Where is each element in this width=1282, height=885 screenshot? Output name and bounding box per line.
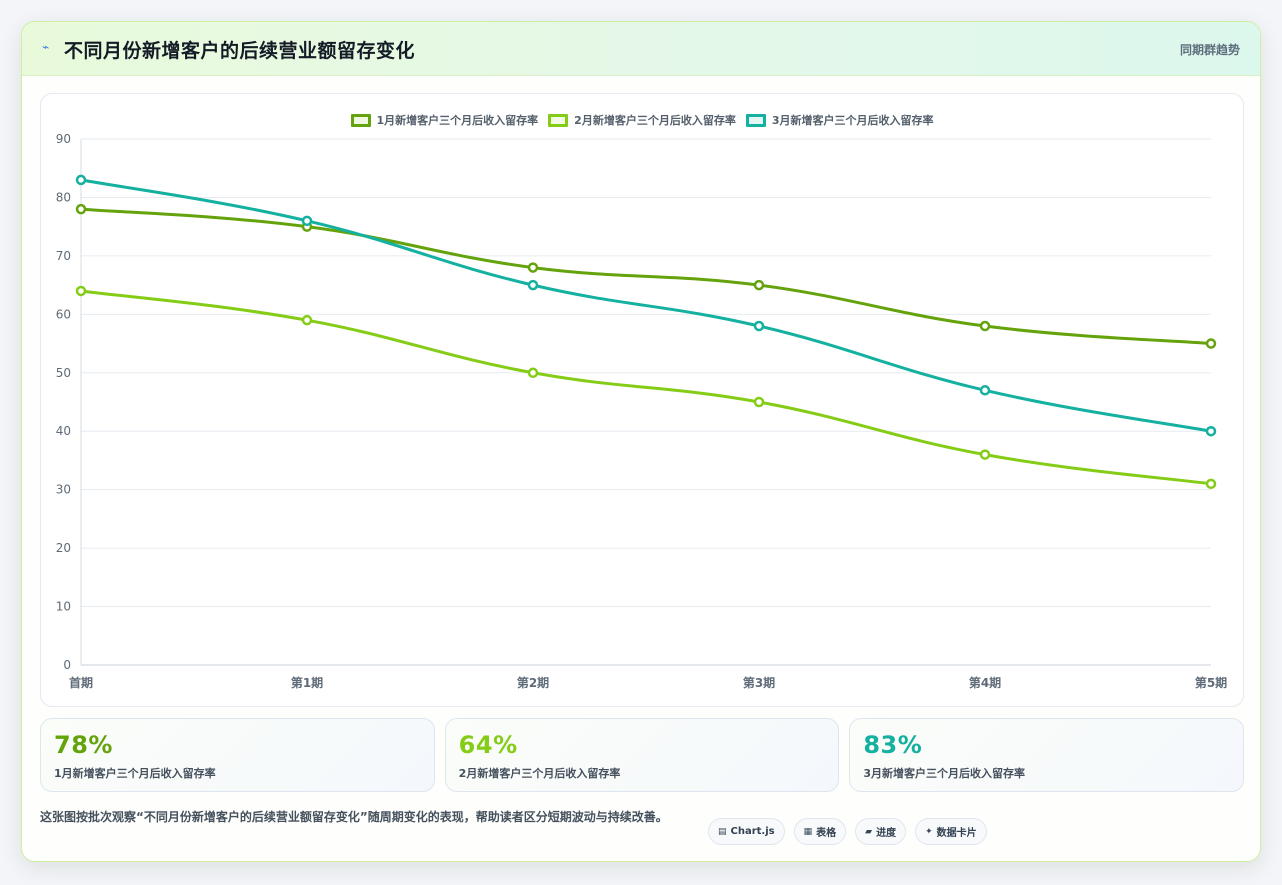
x-tick-label: 第5期 — [1195, 675, 1227, 690]
stat-cards: 78% 1月新增客户三个月后收入留存率 64% 2月新增客户三个月后收入留存率 … — [40, 718, 1244, 792]
tag-progress[interactable]: ▰ 进度 — [855, 818, 906, 845]
data-point — [1207, 480, 1215, 488]
legend-swatch — [351, 114, 371, 127]
y-tick-label: 0 — [63, 658, 71, 672]
sparkle-icon: ✦ — [925, 827, 933, 837]
y-tick-label: 50 — [56, 366, 71, 380]
header-subtitle: 同期群趋势 — [1180, 41, 1240, 58]
chart-card: ⌁ 不同月份新增客户的后续营业额留存变化 同期群趋势 0 10 20 30 40 50 60… — [21, 21, 1261, 862]
legend-label: 1月新增客户三个月后收入留存率 — [377, 112, 539, 128]
legend-label: 2月新增客户三个月后收入留存率 — [574, 112, 736, 128]
stat-card-3: 83% 3月新增客户三个月后收入留存率 — [849, 718, 1244, 792]
y-tick-label: 60 — [56, 307, 71, 321]
tag-data-cards[interactable]: ✦ 数据卡片 — [915, 818, 987, 845]
tag-label: Chart.js — [731, 826, 775, 837]
legend-item-series-1[interactable]: 1月新增客户三个月后收入留存率 — [351, 112, 539, 128]
data-point — [755, 281, 763, 289]
data-point — [1207, 340, 1215, 348]
card-header: ⌁ 不同月份新增客户的后续营业额留存变化 同期群趋势 — [22, 22, 1260, 76]
data-point — [77, 205, 85, 213]
series-line-1 — [81, 209, 1211, 343]
x-tick-label: 第2期 — [517, 675, 549, 690]
tag-list: ▤ Chart.js ▦ 表格 ▰ 进度 ✦ 数据卡片 — [708, 818, 987, 845]
stat-label: 3月新增客户三个月后收入留存率 — [863, 765, 1025, 781]
page-title: 不同月份新增客户的后续营业额留存变化 — [64, 36, 415, 63]
legend-item-series-2[interactable]: 2月新增客户三个月后收入留存率 — [548, 112, 736, 128]
data-point — [755, 322, 763, 330]
data-point — [755, 398, 763, 406]
x-tick-label: 第1期 — [291, 675, 323, 690]
stat-label: 1月新增客户三个月后收入留存率 — [54, 765, 216, 781]
data-point — [77, 287, 85, 295]
x-tick-label: 第3期 — [743, 675, 775, 690]
y-tick-label: 20 — [56, 541, 71, 555]
y-tick-label: 30 — [56, 483, 71, 497]
series-line-3 — [81, 180, 1211, 431]
y-tick-label: 80 — [56, 190, 71, 204]
y-tick-label: 10 — [56, 600, 71, 614]
series-line-2 — [81, 291, 1211, 484]
legend-label: 3月新增客户三个月后收入留存率 — [772, 112, 934, 128]
data-point — [303, 217, 311, 225]
tag-label: 进度 — [876, 824, 896, 839]
stat-card-1: 78% 1月新增客户三个月后收入留存率 — [40, 718, 435, 792]
stat-value: 78% — [54, 731, 113, 759]
stat-card-2: 64% 2月新增客户三个月后收入留存率 — [445, 718, 840, 792]
data-point — [529, 369, 537, 377]
line-chart: 0 10 20 30 40 50 60 70 80 90 首期 第1期 第2期 第3期 第4期 第5期 — [41, 94, 1245, 708]
data-point — [981, 386, 989, 394]
progress-icon: ▰ — [865, 827, 872, 837]
legend-swatch — [746, 114, 766, 127]
stat-value: 83% — [863, 731, 922, 759]
tag-label: 表格 — [816, 824, 836, 839]
stat-value: 64% — [459, 731, 518, 759]
legend-swatch — [548, 114, 568, 127]
y-tick-label: 90 — [56, 132, 71, 146]
chart-legend: 1月新增客户三个月后收入留存率 2月新增客户三个月后收入留存率 3月新增客户三个… — [41, 112, 1243, 128]
data-point — [529, 264, 537, 272]
data-point — [303, 316, 311, 324]
data-point — [1207, 427, 1215, 435]
chart-area: 0 10 20 30 40 50 60 70 80 90 首期 第1期 第2期 第3期 第4期 第5期 1月新… — [40, 93, 1244, 707]
y-tick-label: 70 — [56, 249, 71, 263]
stat-label: 2月新增客户三个月后收入留存率 — [459, 765, 621, 781]
chart-description: 这张图按批次观察“不同月份新增客户的后续营业额留存变化”随周期变化的表现，帮助读… — [40, 807, 700, 827]
tag-table[interactable]: ▦ 表格 — [794, 818, 847, 845]
legend-item-series-3[interactable]: 3月新增客户三个月后收入留存率 — [746, 112, 934, 128]
table-icon: ▦ — [804, 827, 813, 837]
data-point — [529, 281, 537, 289]
x-tick-label: 首期 — [69, 675, 93, 690]
data-point — [981, 451, 989, 459]
chart-icon: ▤ — [718, 827, 727, 837]
tag-label: 数据卡片 — [937, 824, 977, 839]
tag-chartjs[interactable]: ▤ Chart.js — [708, 818, 785, 845]
lightning-icon: ⌁ — [42, 40, 56, 54]
y-tick-label: 40 — [56, 424, 71, 438]
x-tick-label: 第4期 — [969, 675, 1001, 690]
data-point — [77, 176, 85, 184]
data-point — [981, 322, 989, 330]
